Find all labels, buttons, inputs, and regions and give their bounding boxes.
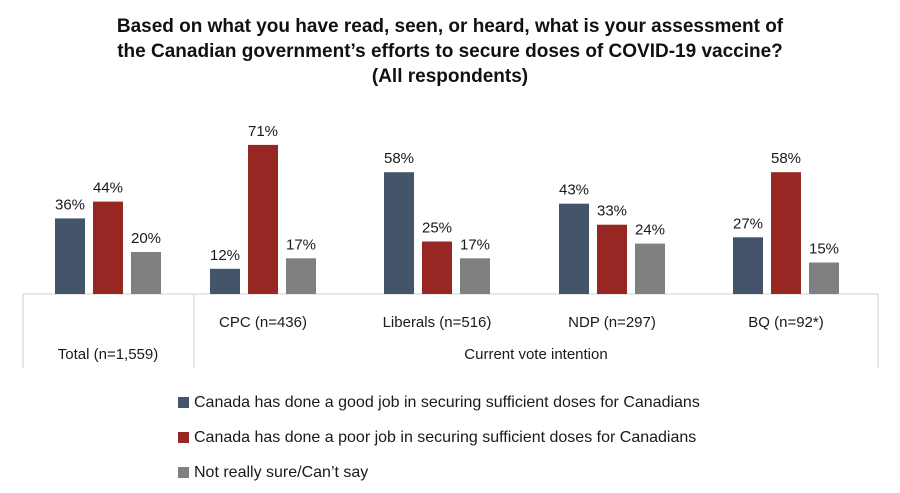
data-labels-layer: 36% 44% 20% 12% 71% 17% 58% 25% 17% 43% 33% 24% 27% 5… [55, 123, 839, 264]
chart-title-line-3: (All respondents) [371, 66, 529, 87]
bars-layer [55, 144, 839, 294]
data-label-3-1: 33% [597, 203, 627, 220]
bar-4-0 [733, 237, 763, 294]
legend-swatch-not-sure [178, 467, 189, 478]
category-label-2: Liberals (n=516) [383, 314, 492, 331]
category-label-1: CPC (n=436) [219, 314, 307, 331]
category-labels-layer: Total (n=1,559) CPC (n=436) Liberals (n=51… [58, 314, 824, 363]
bar-1-0 [210, 268, 240, 294]
data-label-2-2: 17% [460, 236, 490, 253]
category-label-3: NDP (n=297) [568, 314, 656, 331]
category-label-0: Total (n=1,559) [58, 346, 158, 363]
category-label-4: BQ (n=92*) [748, 314, 823, 331]
data-label-4-2: 15% [809, 241, 839, 258]
bar-3-2 [635, 243, 665, 294]
category-group-label: Current vote intention [464, 346, 607, 363]
bar-0-1 [93, 201, 123, 294]
chart-title-line-1: Based on what you have read, seen, or he… [116, 16, 784, 37]
data-label-1-0: 12% [210, 247, 240, 264]
chart-title-line-2: the Canadian government’s efforts to sec… [117, 41, 783, 62]
bar-3-1 [597, 224, 627, 294]
bar-0-2 [131, 252, 161, 294]
legend-label-poor-job: Canada has done a poor job in securing s… [194, 428, 697, 446]
bar-2-1 [422, 241, 452, 294]
data-label-1-1: 71% [248, 123, 278, 140]
data-label-0-2: 20% [131, 230, 161, 247]
data-label-0-0: 36% [55, 196, 85, 213]
bar-1-1 [248, 144, 278, 294]
bar-0-0 [55, 218, 85, 294]
legend-item-not-sure: Not really sure/Can’t say [178, 455, 700, 490]
data-label-2-1: 25% [422, 220, 452, 237]
data-label-4-1: 58% [771, 150, 801, 167]
legend-label-good-job: Canada has done a good job in securing s… [194, 393, 700, 411]
data-label-1-2: 17% [286, 236, 316, 253]
bar-4-1 [771, 172, 801, 294]
chart-title: Based on what you have read, seen, or he… [0, 14, 900, 89]
legend-swatch-poor-job [178, 432, 189, 443]
bar-2-0 [384, 172, 414, 294]
legend-item-poor-job: Canada has done a poor job in securing s… [178, 420, 700, 455]
bar-4-2 [809, 262, 839, 294]
data-label-0-1: 44% [93, 180, 123, 197]
bar-2-2 [460, 258, 490, 294]
data-label-2-0: 58% [384, 150, 414, 167]
data-label-3-2: 24% [635, 222, 665, 239]
bar-1-2 [286, 258, 316, 294]
legend: Canada has done a good job in securing s… [178, 385, 700, 490]
bar-3-0 [559, 203, 589, 294]
legend-swatch-good-job [178, 397, 189, 408]
data-label-3-0: 43% [559, 182, 589, 199]
legend-label-not-sure: Not really sure/Can’t say [194, 463, 369, 481]
data-label-4-0: 27% [733, 215, 763, 232]
legend-item-good-job: Canada has done a good job in securing s… [178, 385, 700, 420]
